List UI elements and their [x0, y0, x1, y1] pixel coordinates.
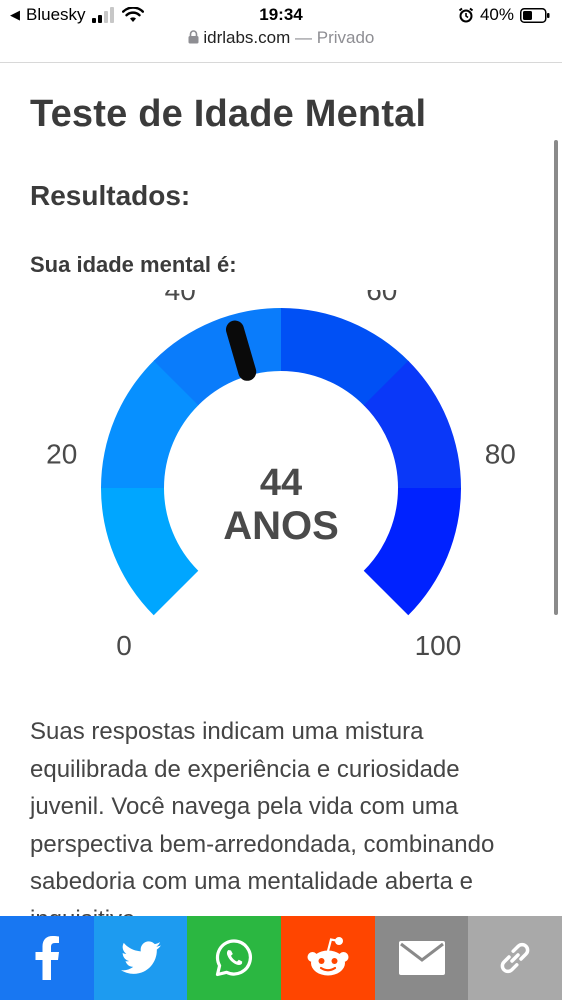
reddit-icon [307, 937, 349, 976]
email-icon [398, 941, 445, 975]
link-icon [500, 942, 530, 974]
clock: 19:34 [259, 5, 303, 24]
mental-age-gauge: 0 20 40 60 80 100 44 ANOS [0, 275, 562, 690]
share-facebook-button[interactable] [0, 916, 94, 1000]
results-heading: Resultados: [30, 180, 191, 211]
url-domain[interactable]: idrlabs.com [203, 28, 291, 47]
share-copy-link-button[interactable] [468, 916, 562, 1000]
status-right: 40% [458, 5, 550, 25]
signal-icon [91, 7, 114, 23]
gauge-tick-label: 60 [366, 290, 397, 306]
gauge-needle [225, 320, 257, 381]
main-content: Teste de Idade Mental Resultados: Sua id… [30, 80, 530, 282]
wifi-icon [121, 7, 144, 22]
gauge-tick-label: 40 [165, 290, 196, 306]
gauge-tick-label: 20 [46, 438, 77, 469]
facebook-icon [35, 936, 59, 980]
gauge-value: 44 [260, 462, 302, 504]
gauge-segment [363, 360, 461, 490]
whatsapp-icon [216, 939, 253, 977]
share-twitter-button[interactable] [93, 916, 188, 1000]
back-arrow-icon[interactable]: ◀ [10, 7, 20, 22]
gauge-segment [281, 308, 410, 406]
gauge-segment [101, 359, 199, 488]
twitter-icon [120, 941, 161, 974]
gauge-tick-label: 80 [485, 438, 516, 469]
gauge-tick-label: 100 [415, 630, 462, 661]
battery-percent: 40% [479, 5, 514, 24]
lock-icon [188, 30, 199, 44]
url-separator: — [295, 28, 312, 47]
status-bar: ◀ Bluesky 19:34 40% [0, 0, 562, 30]
scrollbar[interactable] [554, 140, 558, 615]
gauge-segment [101, 486, 199, 616]
share-email-button[interactable] [374, 916, 469, 1000]
share-bar [0, 916, 562, 1000]
gauge-segment [153, 308, 283, 406]
result-label: Sua idade mental é: [30, 252, 237, 277]
result-description: Suas respostas indicam uma mistura equil… [30, 718, 495, 933]
gauge-tick-label: 0 [116, 630, 132, 661]
back-app-label[interactable]: Bluesky [26, 5, 86, 24]
gauge-unit: ANOS [223, 504, 339, 548]
gauge-segments [101, 308, 462, 616]
battery-icon [520, 7, 550, 23]
gauge-chart: 0 20 40 60 80 100 44 ANOS [46, 275, 516, 661]
url-bar[interactable]: idrlabs.com — Privado [0, 28, 562, 56]
status-left[interactable]: ◀ Bluesky [10, 5, 144, 25]
alarm-icon [458, 7, 474, 23]
share-reddit-button[interactable] [281, 916, 375, 1000]
share-whatsapp-button[interactable] [187, 916, 282, 1000]
private-mode-label: Privado [316, 28, 375, 47]
gauge-segment [363, 488, 462, 616]
header-divider [0, 62, 562, 63]
page-title: Teste de Idade Mental [30, 93, 427, 135]
